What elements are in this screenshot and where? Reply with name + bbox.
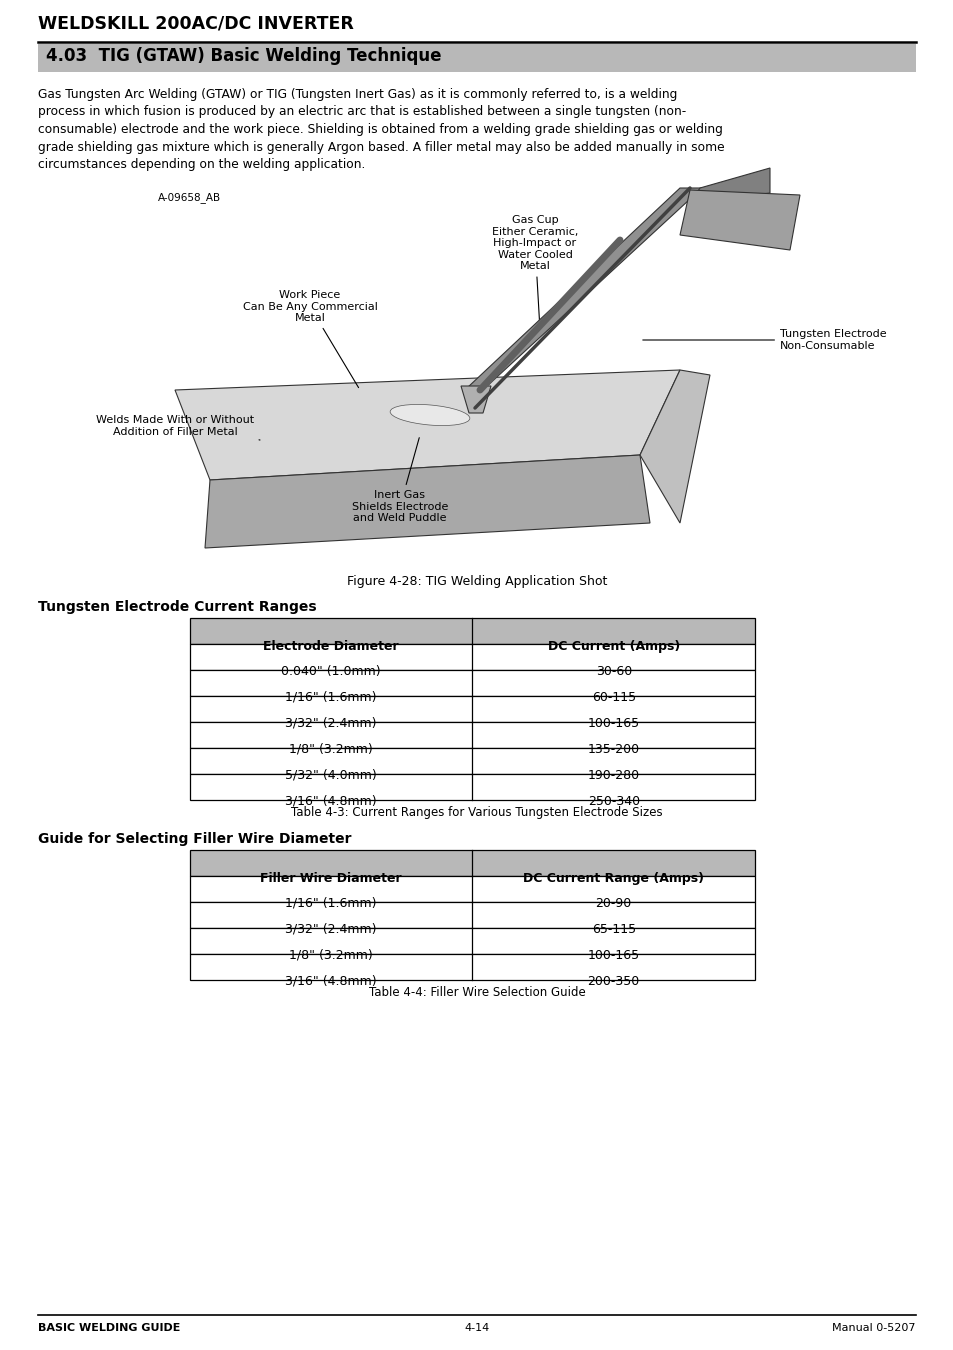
Bar — [190, 927, 754, 954]
Text: 3/32" (2.4mm): 3/32" (2.4mm) — [285, 717, 376, 730]
Text: 0.040" (1.0mm): 0.040" (1.0mm) — [281, 666, 380, 678]
Bar — [190, 774, 754, 801]
Text: Gas Tungsten Arc Welding (GTAW) or TIG (Tungsten Inert Gas) as it is commonly re: Gas Tungsten Arc Welding (GTAW) or TIG (… — [38, 88, 677, 101]
Bar — [190, 902, 754, 927]
Text: consumable) electrode and the work piece. Shielding is obtained from a welding g: consumable) electrode and the work piece… — [38, 123, 722, 136]
Text: 20-90: 20-90 — [595, 896, 631, 910]
Text: Inert Gas
Shields Electrode
and Weld Puddle: Inert Gas Shields Electrode and Weld Pud… — [352, 437, 448, 524]
Text: Guide for Selecting Filler Wire Diameter: Guide for Selecting Filler Wire Diameter — [38, 832, 351, 846]
Ellipse shape — [390, 405, 470, 425]
Text: circumstances depending on the welding application.: circumstances depending on the welding a… — [38, 158, 365, 171]
Polygon shape — [205, 455, 649, 548]
Text: 3/16" (4.8mm): 3/16" (4.8mm) — [285, 795, 376, 809]
Text: BASIC WELDING GUIDE: BASIC WELDING GUIDE — [38, 1323, 180, 1332]
Polygon shape — [639, 370, 709, 522]
Text: WELDSKILL 200AC/DC INVERTER: WELDSKILL 200AC/DC INVERTER — [38, 15, 354, 32]
Text: process in which fusion is produced by an electric arc that is established betwe: process in which fusion is produced by a… — [38, 105, 685, 119]
Polygon shape — [689, 167, 769, 202]
Text: Table 4-3: Current Ranges for Various Tungsten Electrode Sizes: Table 4-3: Current Ranges for Various Tu… — [291, 806, 662, 819]
Text: Welds Made With or Without
Addition of Filler Metal: Welds Made With or Without Addition of F… — [96, 414, 260, 440]
Bar — [190, 876, 754, 902]
Text: 3/16" (4.8mm): 3/16" (4.8mm) — [285, 975, 376, 988]
Bar — [190, 644, 754, 670]
Text: 190-280: 190-280 — [587, 769, 639, 782]
Text: 5/32" (4.0mm): 5/32" (4.0mm) — [285, 769, 376, 782]
Text: 4.03  TIG (GTAW) Basic Welding Technique: 4.03 TIG (GTAW) Basic Welding Technique — [46, 47, 441, 65]
Text: 1/16" (1.6mm): 1/16" (1.6mm) — [285, 896, 376, 910]
Text: Gas Cup
Either Ceramic,
High-Impact or
Water Cooled
Metal: Gas Cup Either Ceramic, High-Impact or W… — [492, 215, 578, 327]
Text: 250-340: 250-340 — [587, 795, 639, 809]
Text: grade shielding gas mixture which is generally Argon based. A filler metal may a: grade shielding gas mixture which is gen… — [38, 140, 724, 154]
Text: Figure 4-28: TIG Welding Application Shot: Figure 4-28: TIG Welding Application Sho… — [347, 575, 606, 589]
Text: 60-115: 60-115 — [591, 691, 635, 703]
Text: 1/8" (3.2mm): 1/8" (3.2mm) — [289, 949, 373, 963]
Text: 4-14: 4-14 — [464, 1323, 489, 1332]
Bar — [190, 850, 754, 876]
Polygon shape — [174, 370, 679, 481]
Bar — [190, 618, 754, 644]
Text: Manual 0-5207: Manual 0-5207 — [832, 1323, 915, 1332]
Text: Tungsten Electrode Current Ranges: Tungsten Electrode Current Ranges — [38, 599, 316, 614]
Text: Electrode Diameter: Electrode Diameter — [263, 640, 398, 653]
Text: 100-165: 100-165 — [587, 949, 639, 963]
Text: Tungsten Electrode
Non-Consumable: Tungsten Electrode Non-Consumable — [642, 329, 885, 351]
Text: DC Current (Amps): DC Current (Amps) — [547, 640, 679, 653]
Bar — [190, 954, 754, 980]
Polygon shape — [460, 386, 491, 413]
Text: A-09658_AB: A-09658_AB — [158, 192, 221, 202]
Bar — [190, 670, 754, 697]
Text: Filler Wire Diameter: Filler Wire Diameter — [260, 872, 401, 886]
Text: 1/8" (3.2mm): 1/8" (3.2mm) — [289, 743, 373, 756]
Text: 135-200: 135-200 — [587, 743, 639, 756]
Text: 100-165: 100-165 — [587, 717, 639, 730]
Bar — [190, 722, 754, 748]
Polygon shape — [467, 188, 701, 387]
Text: Work Piece
Can Be Any Commercial
Metal: Work Piece Can Be Any Commercial Metal — [242, 290, 377, 387]
Polygon shape — [679, 190, 800, 250]
Bar — [190, 748, 754, 774]
Bar — [38, 45, 915, 72]
Text: 1/16" (1.6mm): 1/16" (1.6mm) — [285, 691, 376, 703]
Text: DC Current Range (Amps): DC Current Range (Amps) — [522, 872, 703, 886]
Bar — [190, 697, 754, 722]
Text: 200-350: 200-350 — [587, 975, 639, 988]
Text: 65-115: 65-115 — [591, 923, 635, 936]
Text: 3/32" (2.4mm): 3/32" (2.4mm) — [285, 923, 376, 936]
Text: Table 4-4: Filler Wire Selection Guide: Table 4-4: Filler Wire Selection Guide — [368, 986, 585, 999]
Text: 30-60: 30-60 — [595, 666, 631, 678]
